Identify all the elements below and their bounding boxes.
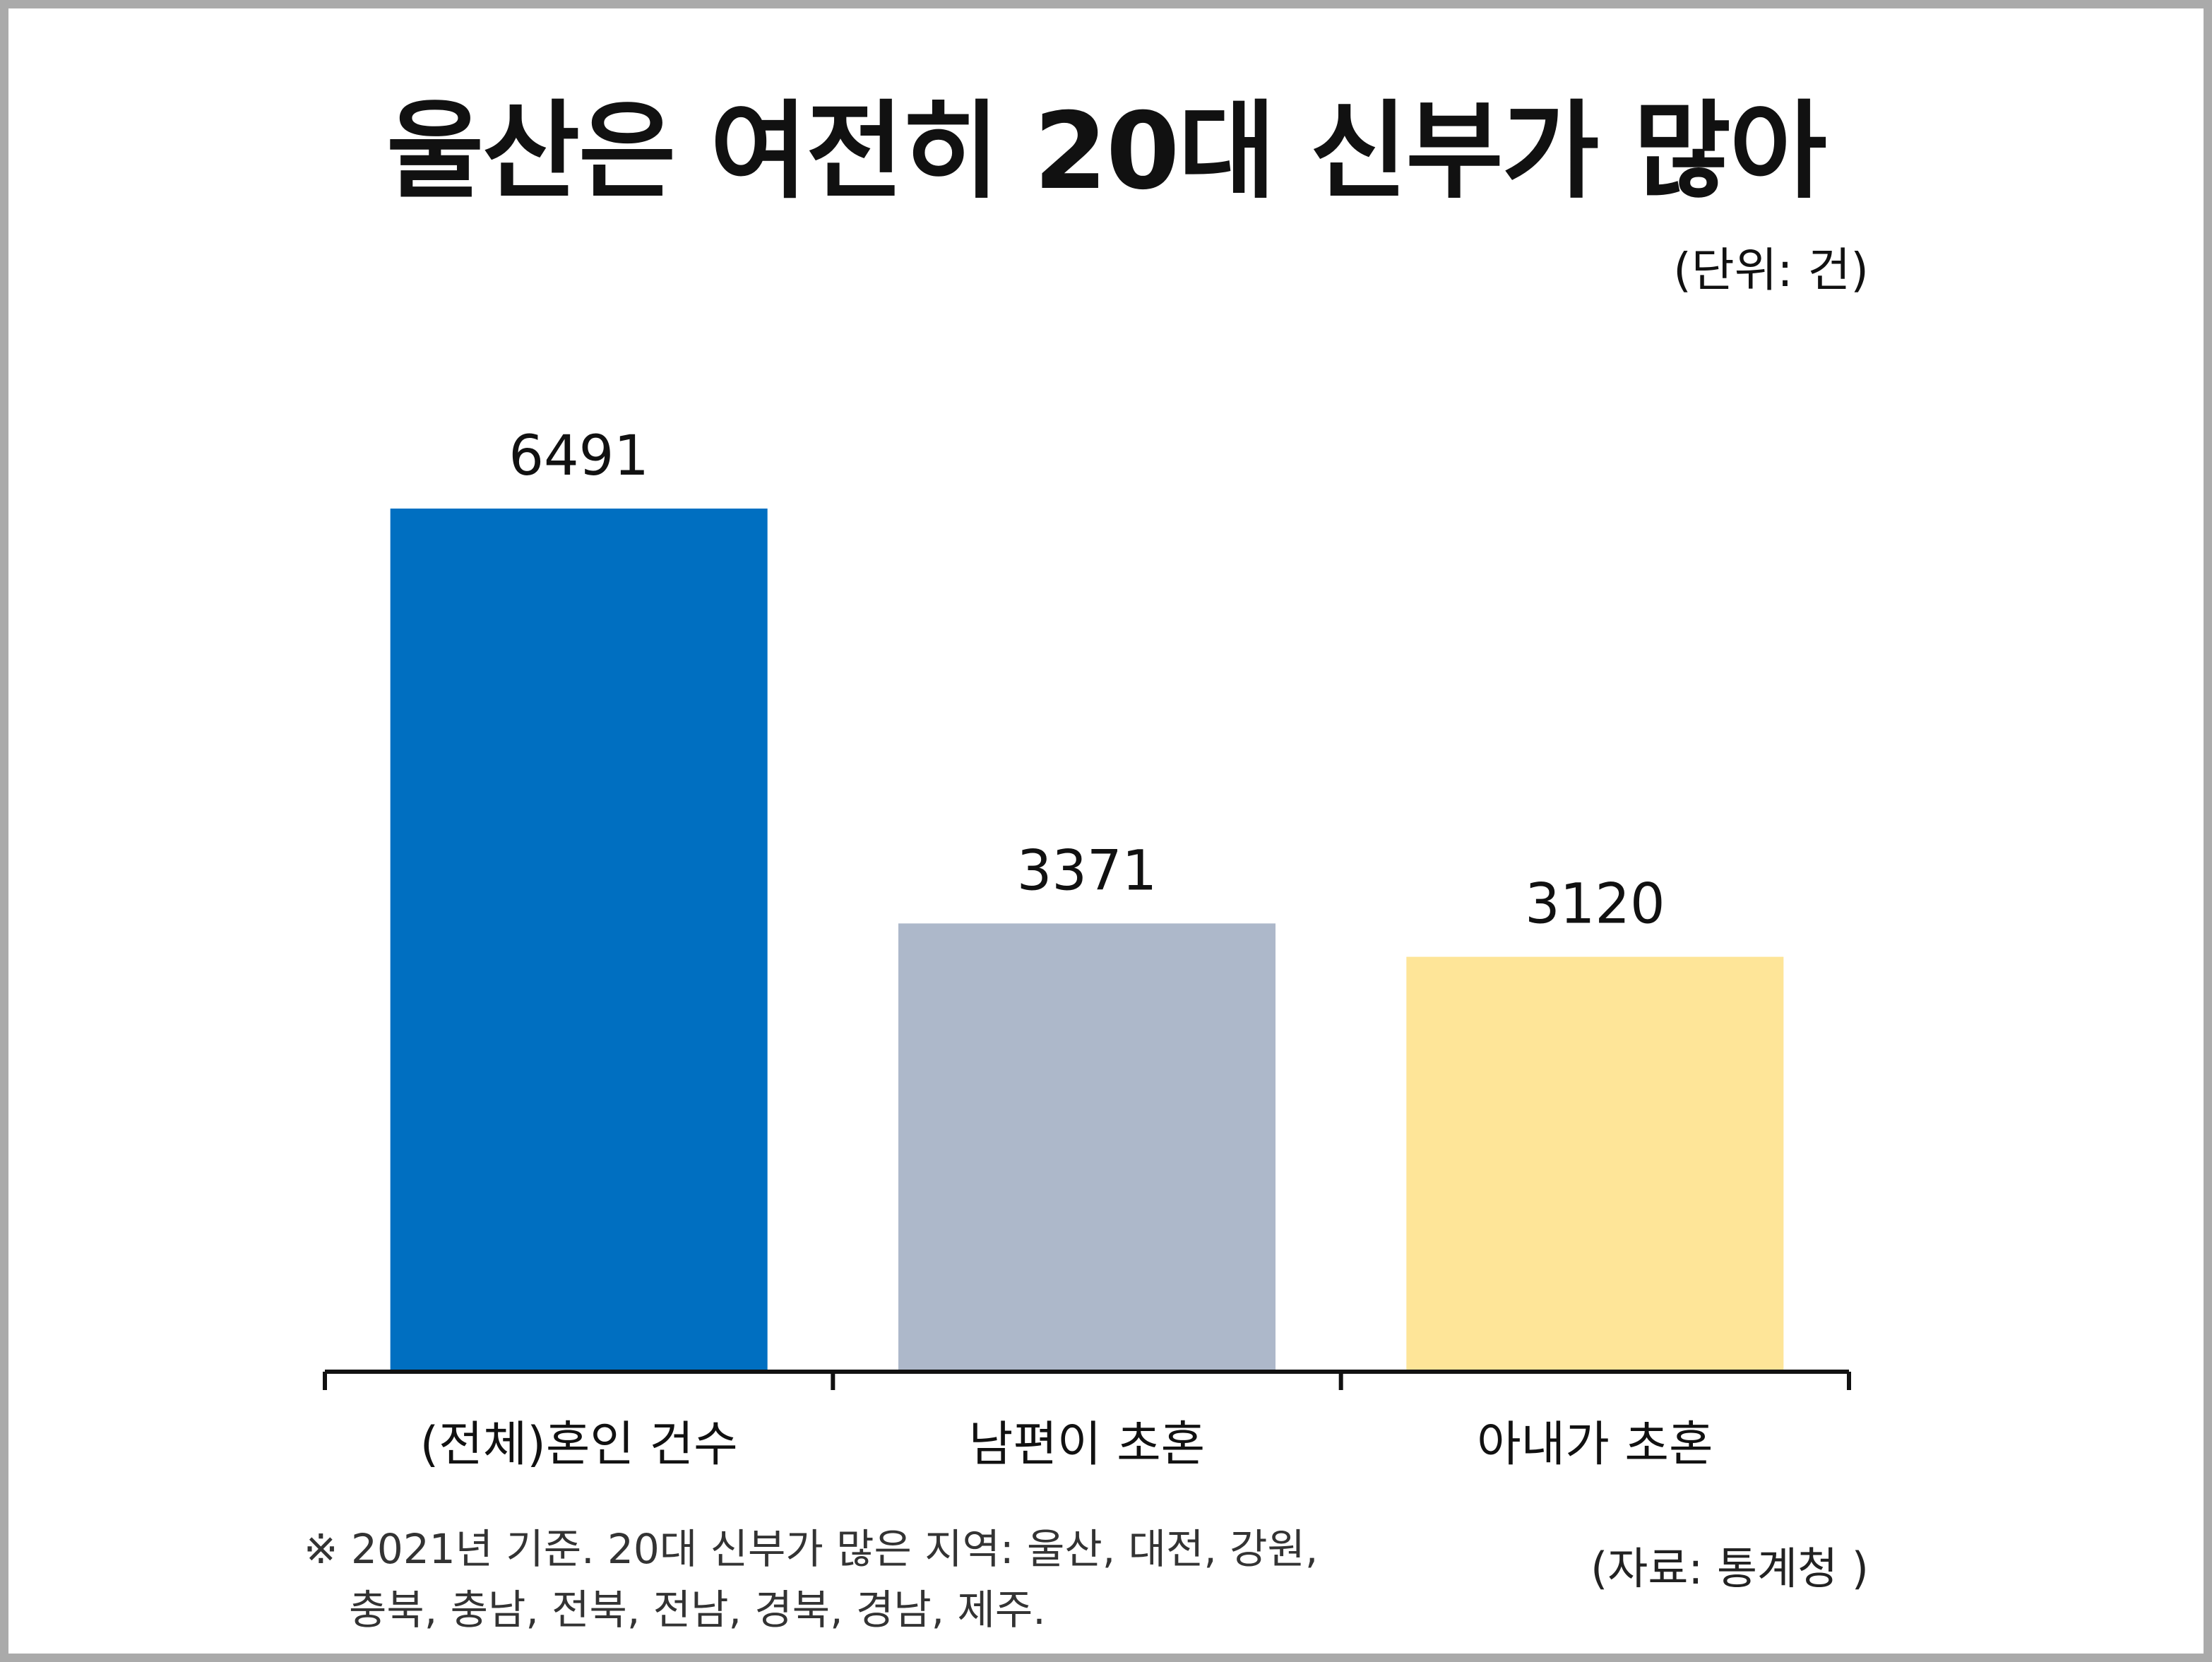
bar-3 (1406, 956, 1784, 1372)
data-label-2: 3371 (1017, 839, 1158, 903)
data-label-3: 3120 (1525, 873, 1665, 937)
footnote-line-1: ※ 2021년 기준. 20대 신부가 많은 지역: 울산, 대전, 강원, (304, 1525, 1319, 1573)
data-label-1: 6491 (509, 425, 649, 488)
footnote: ※ 2021년 기준. 20대 신부가 많은 지역: 울산, 대전, 강원, 충… (304, 1519, 1318, 1640)
source-label: (자료: 통계청 ) (1590, 1543, 1869, 1594)
category-label-1: (전체)혼인 건수 (420, 1417, 738, 1473)
chart-title: 울산은 여전히 20대 신부가 많아 (386, 90, 1827, 213)
category-label-2: 남편이 초혼 (969, 1417, 1205, 1473)
unit-label: (단위: 건) (1673, 243, 1869, 297)
bar-2 (898, 923, 1276, 1372)
footnote-line-2: 충북, 충남, 전북, 전남, 경북, 경남, 제주. (349, 1586, 1046, 1634)
category-label-3: 아내가 초혼 (1477, 1417, 1713, 1473)
bar-1 (390, 509, 768, 1372)
